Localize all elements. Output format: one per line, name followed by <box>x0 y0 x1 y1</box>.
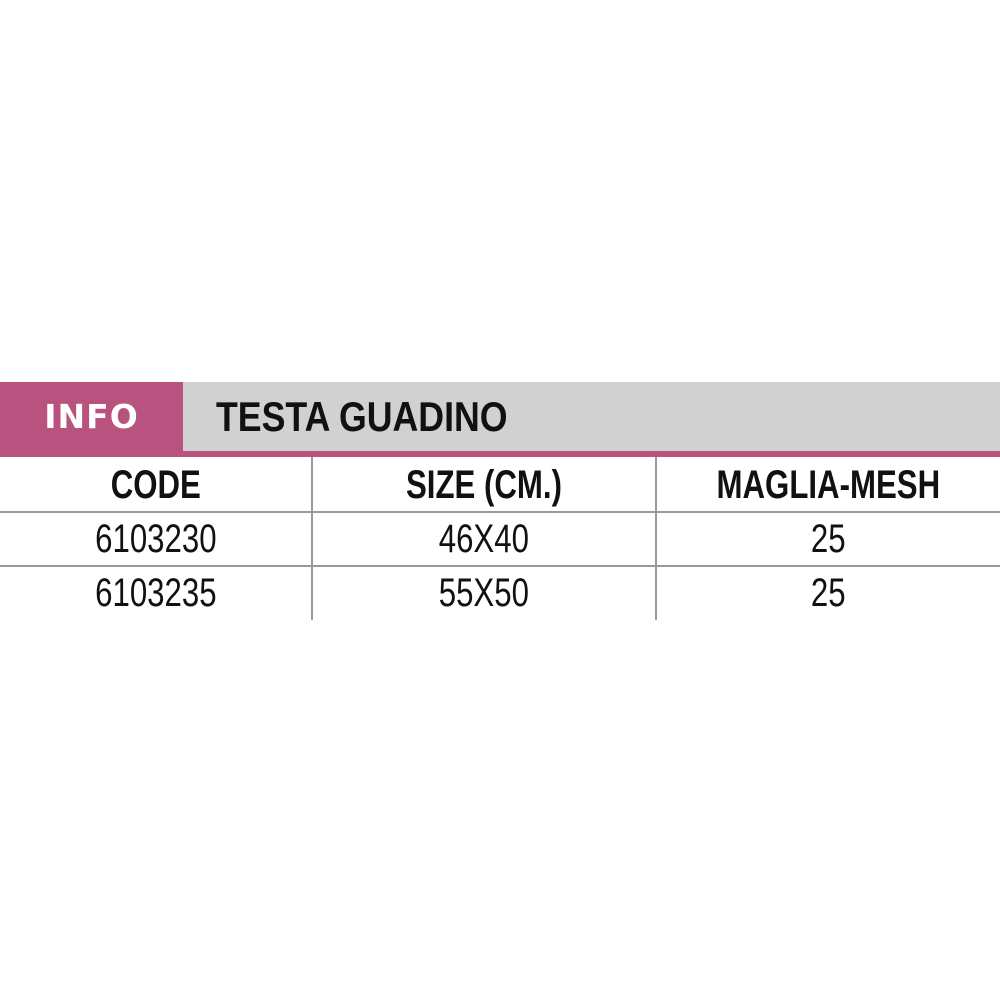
mesh-cell: 25 <box>811 516 846 561</box>
title-panel: TESTA GUADINO <box>183 382 1000 451</box>
product-title: TESTA GUADINO <box>216 393 508 440</box>
column-header-size: SIZE (CM.) <box>405 462 562 507</box>
row-divider <box>0 565 1000 567</box>
column-header-mesh: MAGLIA-MESH <box>716 462 941 507</box>
size-cell: 46X40 <box>438 516 530 561</box>
size-cell: 55X50 <box>438 571 530 615</box>
mesh-cell: 25 <box>811 571 846 615</box>
info-badge: INFO <box>44 397 139 436</box>
column-header-code: CODE <box>110 462 201 507</box>
row-divider <box>0 511 1000 513</box>
code-cell: 6103230 <box>94 516 217 561</box>
column-divider <box>311 457 313 620</box>
column-divider <box>655 457 657 620</box>
code-cell: 6103235 <box>94 571 217 615</box>
